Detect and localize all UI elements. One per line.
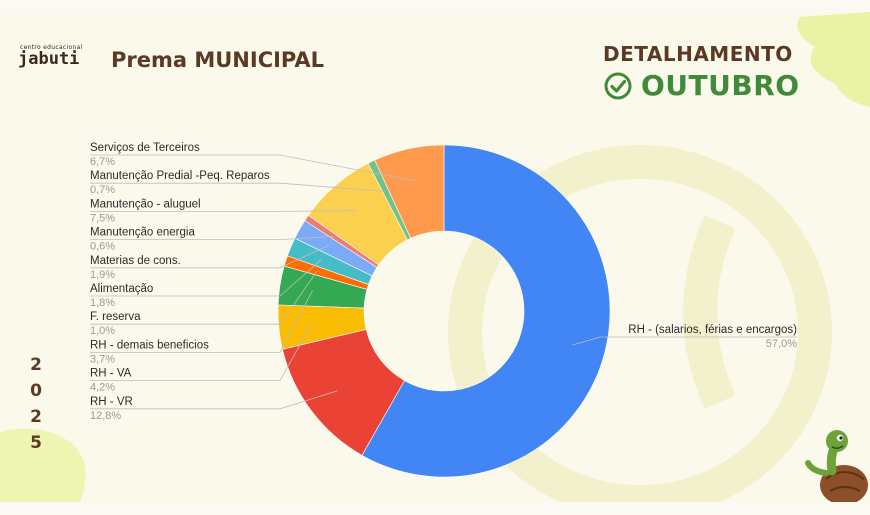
donut-slice xyxy=(374,144,445,239)
corner-blob-bottom-left xyxy=(0,428,86,502)
slice-label: Manutenção - aluguel xyxy=(90,198,201,210)
year-digit: 5 xyxy=(30,433,42,453)
turtle-mascot xyxy=(805,430,868,502)
leader-line xyxy=(90,182,386,192)
slide: centro educacional jabuti Prema MUNICIPA… xyxy=(0,12,870,502)
slice-label: Manutenção Predial -Peq. Reparos xyxy=(90,170,270,182)
slice-percent: 1,9% xyxy=(90,269,115,281)
logo-main-text: jabuti xyxy=(18,49,80,69)
year-digit: 0 xyxy=(30,381,42,401)
slice-percent: 1,0% xyxy=(90,325,115,337)
logo-small-text: centro educacional xyxy=(20,44,83,51)
slice-percent: 57,0% xyxy=(766,338,797,350)
month-header: DETALHAMENTO OUTUBRO xyxy=(603,42,803,102)
slice-percent: 0,7% xyxy=(90,184,115,196)
slice-label: Alimentação xyxy=(90,283,153,295)
leader-line xyxy=(90,236,334,241)
check-circle-icon xyxy=(604,72,632,99)
slice-label: RH - VA xyxy=(90,368,132,380)
year-digit: 2 xyxy=(30,407,42,427)
page-title: Prema MUNICIPAL xyxy=(111,48,325,72)
leader-line xyxy=(90,323,312,382)
leader-line xyxy=(572,336,797,346)
slice-label: RH - (salarios, férias e encargos) xyxy=(628,324,797,336)
slice-label: Serviços de Terceiros xyxy=(90,142,200,154)
slice-label: F. reserva xyxy=(90,311,141,323)
brand-logo: centro educacional jabuti xyxy=(18,44,88,69)
year-digit: 2 xyxy=(30,355,42,375)
slice-percent: 12,8% xyxy=(90,410,121,422)
month-row: OUTUBRO xyxy=(603,69,803,102)
leader-line xyxy=(90,259,322,297)
slice-label: Materias de cons. xyxy=(90,255,181,267)
corner-leaf-top-right xyxy=(797,12,870,107)
slice-percent: 0,6% xyxy=(90,241,115,253)
donut-chart: RH - (salarios, férias e encargos) 57,0% R… xyxy=(90,142,797,478)
leader-line xyxy=(90,390,338,410)
detail-label: DETALHAMENTO xyxy=(603,42,793,66)
slice-label: RH - VR xyxy=(90,396,133,408)
slice-percent: 7,5% xyxy=(90,212,115,224)
donut-slices xyxy=(277,144,611,478)
slice-label: RH - demais beneficios xyxy=(90,339,209,351)
leader-line xyxy=(90,270,318,325)
slice-percent: 6,7% xyxy=(90,156,115,168)
year-vertical: 2 0 2 5 xyxy=(27,352,45,456)
leader-line xyxy=(90,290,313,353)
leader-line xyxy=(90,154,416,182)
slice-label: Manutenção energia xyxy=(90,227,195,239)
slice-percent: 4,2% xyxy=(90,382,115,394)
donut-slice xyxy=(361,144,611,478)
slice-percent: 1,8% xyxy=(90,297,115,309)
month-label: OUTUBRO xyxy=(641,69,800,102)
slice-percent: 3,7% xyxy=(90,353,115,365)
leader-lines xyxy=(90,154,797,410)
leader-line xyxy=(90,210,357,212)
slice-labels: RH - (salarios, férias e encargos) 57,0% R… xyxy=(90,142,797,422)
leader-line xyxy=(90,245,329,269)
